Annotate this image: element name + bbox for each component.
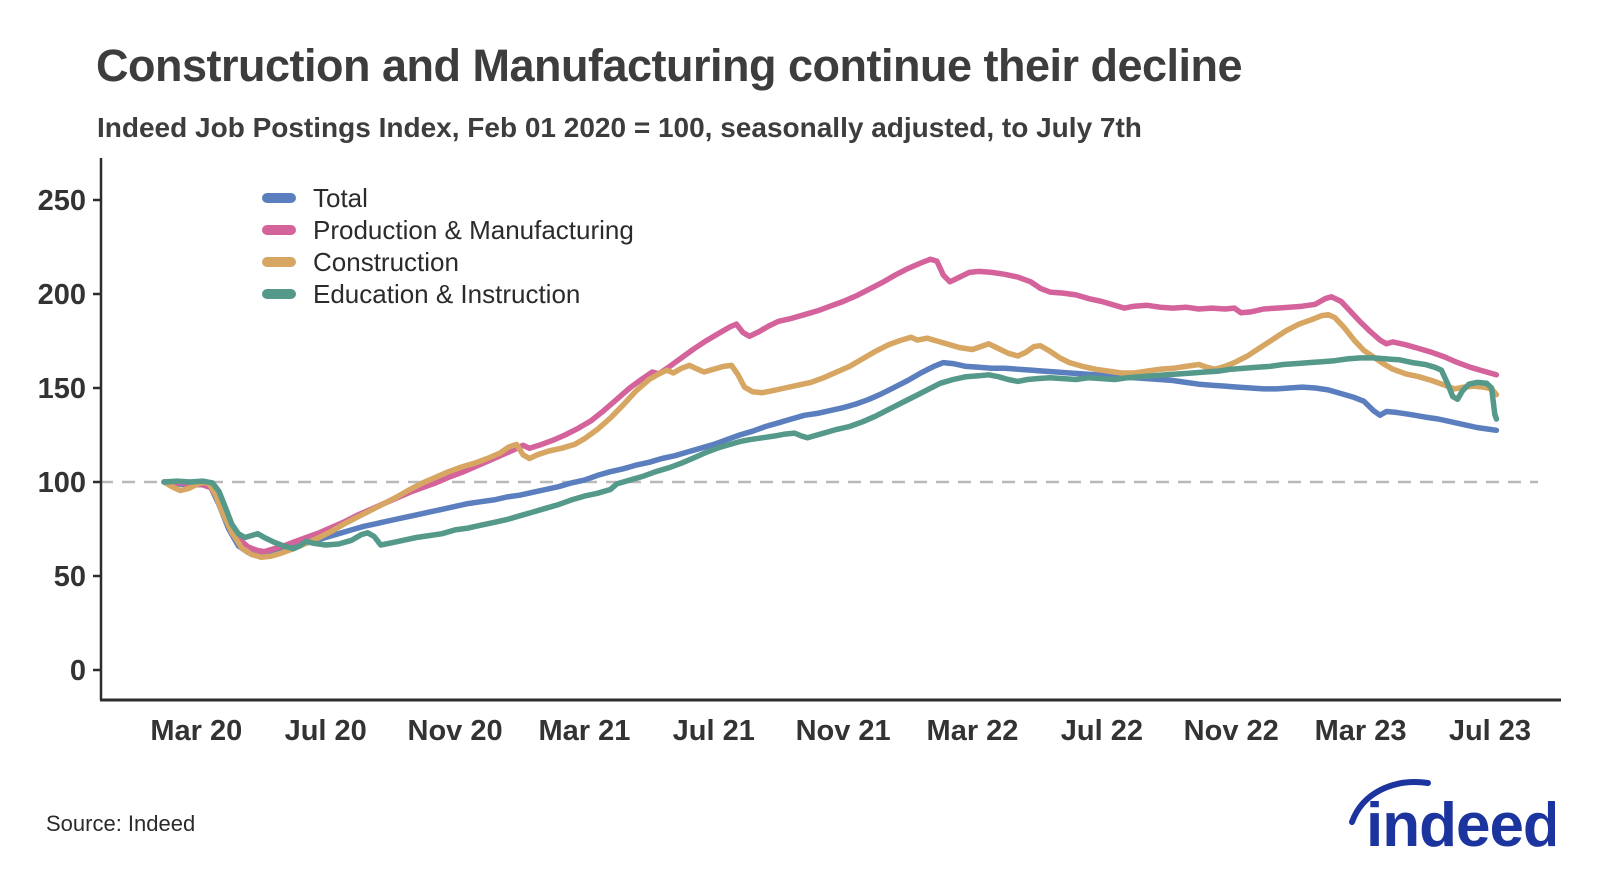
- series-line-total: [161, 359, 1500, 560]
- legend-swatch-production-manufacturing: [262, 224, 296, 235]
- legend-label-education-instruction: Education & Instruction: [313, 278, 581, 309]
- chart-title: Construction and Manufacturing continue …: [96, 40, 1243, 91]
- indeed-logo: indeed: [1340, 770, 1561, 865]
- y-tick-label: 200: [38, 279, 86, 311]
- x-tick-label: Mar 22: [927, 715, 1019, 747]
- x-tick-label: Nov 21: [796, 715, 891, 747]
- legend-swatch-total: [262, 192, 296, 203]
- indeed-logo-text: indeed: [1366, 791, 1555, 860]
- legend-swatch-education-instruction: [262, 288, 296, 299]
- y-tick-label: 0: [70, 655, 86, 687]
- y-tick-label: 50: [54, 561, 86, 593]
- legend-label-total: Total: [313, 182, 368, 213]
- legend-item-production-manufacturing: Production & Manufacturing: [262, 214, 634, 245]
- x-tick-label: Nov 22: [1184, 715, 1279, 747]
- x-tick-label: Nov 20: [408, 715, 503, 747]
- indeed-logo-swoosh-icon: [1349, 779, 1431, 825]
- chart-subtitle: Indeed Job Postings Index, Feb 01 2020 =…: [97, 112, 1142, 143]
- series-line-education-instruction: [161, 355, 1500, 552]
- x-tick-label: Mar 23: [1315, 715, 1407, 747]
- x-tick-label: Mar 21: [538, 715, 630, 747]
- y-tick-label: 100: [38, 467, 86, 499]
- legend-label-production-manufacturing: Production & Manufacturing: [313, 214, 634, 245]
- legend-item-total: Total: [262, 182, 634, 213]
- x-tick-label: Jul 20: [285, 715, 367, 747]
- legend-label-construction: Construction: [313, 246, 459, 277]
- legend-item-construction: Construction: [262, 246, 634, 277]
- x-tick-label: Jul 22: [1061, 715, 1143, 747]
- series-line-construction: [161, 311, 1500, 560]
- y-tick-label: 150: [38, 373, 86, 405]
- legend-item-education-instruction: Education & Instruction: [262, 278, 634, 309]
- legend-swatch-construction: [262, 256, 296, 267]
- x-tick-label: Jul 21: [673, 715, 755, 747]
- x-tick-label: Mar 20: [150, 715, 242, 747]
- source-note: Source: Indeed: [46, 811, 196, 836]
- x-tick-label: Jul 23: [1449, 715, 1531, 747]
- y-tick-label: 250: [38, 185, 86, 217]
- chart-legend: Total Production & Manufacturing Constru…: [262, 182, 634, 309]
